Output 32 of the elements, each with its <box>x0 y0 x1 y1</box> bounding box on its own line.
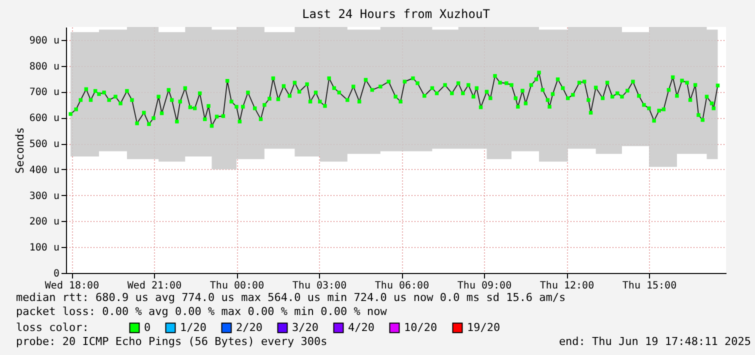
y-tick-label: 500 u <box>29 139 60 150</box>
y-tick-label: 100 u <box>29 242 60 254</box>
y-tick-label: 700 u <box>29 87 60 98</box>
legend-label: 1/20 <box>180 320 206 334</box>
x-tick-label: Wed 21:00 <box>127 280 182 292</box>
y-tick-label: 300 u <box>29 190 60 202</box>
text: packet loss: 0.00 % avg 0.00 % max 0.00 % min 0.00 % now <box>16 305 388 318</box>
y-tick-label: 800 u <box>29 61 60 72</box>
y-tick-label: 200 u <box>29 216 60 228</box>
y-axis-title: Seconds <box>13 127 26 174</box>
y-tick-label: 900 u <box>29 35 60 46</box>
x-tick-label: Thu 12:00 <box>540 280 594 292</box>
legend-label: 3/20 <box>292 320 318 334</box>
legend-label: 4/20 <box>348 320 374 334</box>
legend-label: 19/20 <box>467 320 500 334</box>
legend-label: 10/20 <box>404 320 438 334</box>
legend-label: 2/20 <box>236 320 262 334</box>
x-tick-label: Thu 15:00 <box>622 280 677 292</box>
x-tick-label: Thu 06:00 <box>374 280 430 292</box>
y-tick-label: 600 u <box>29 113 60 124</box>
legend-title: loss color: <box>16 321 89 334</box>
text: end: Thu Jun 19 17:48:11 2025 <box>558 335 751 348</box>
y-tick-label: 0 <box>53 268 60 280</box>
x-tick-label: Wed 18:00 <box>44 280 100 292</box>
x-tick-label: Thu 03:00 <box>292 280 347 292</box>
text: probe: 20 ICMP Echo Pings (56 Bytes) every 300s <box>16 335 328 348</box>
x-tick-label: Thu 09:00 <box>457 280 512 292</box>
chart-title: Last 24 Hours from XuzhouT <box>302 7 490 21</box>
x-tick-label: Thu 00:00 <box>210 280 264 292</box>
legend-label: 0 <box>144 320 151 334</box>
text: median rtt: 680.9 us avg 774.0 us max 564.0 us min 724.0 us now 0.0 ms sd 15.6 am/s <box>16 291 566 304</box>
y-tick-label: 400 u <box>29 164 60 176</box>
